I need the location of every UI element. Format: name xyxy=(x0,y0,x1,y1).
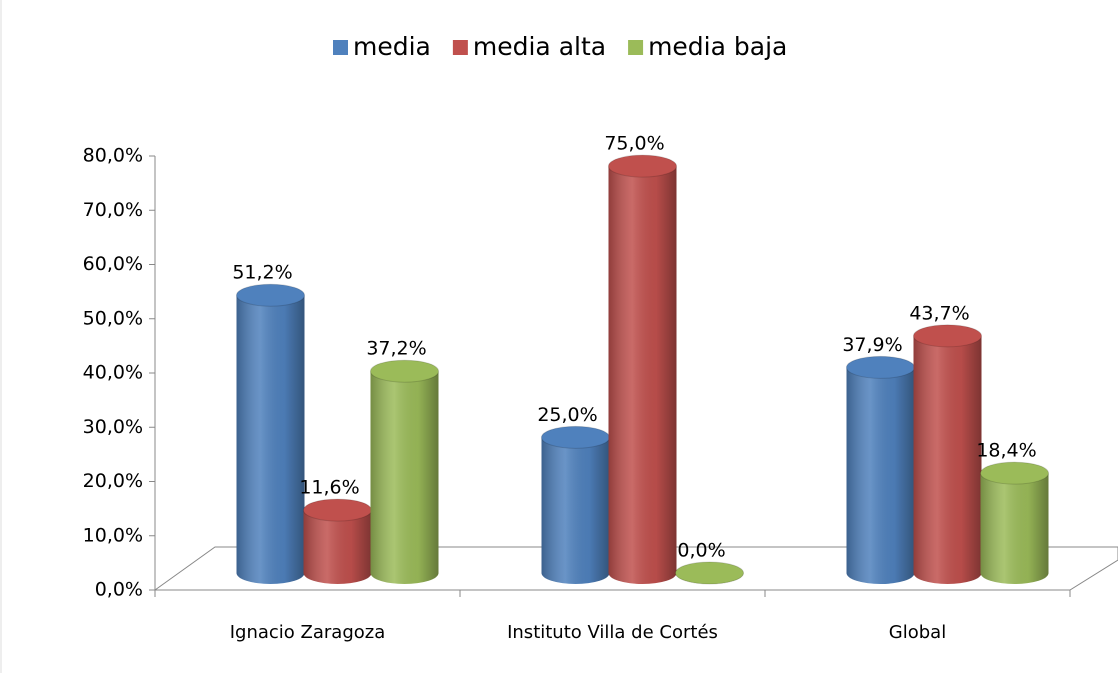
bar-shade xyxy=(370,371,439,584)
legend-swatch xyxy=(628,40,644,55)
bar-shade xyxy=(913,335,982,584)
bar-shade xyxy=(303,510,372,584)
bar-shade xyxy=(846,367,915,584)
x-tick-label: Instituto Villa de Cortés xyxy=(507,622,718,643)
legend-label: media baja xyxy=(648,32,787,61)
y-tick-label: 40,0% xyxy=(83,362,143,384)
bar-top xyxy=(608,154,677,178)
y-tick-label: 60,0% xyxy=(83,253,143,275)
bar-top xyxy=(370,359,439,383)
legend-label: media alta xyxy=(473,32,606,61)
value-label: 0,0% xyxy=(677,540,725,562)
bar-top xyxy=(675,561,744,585)
bar-top xyxy=(236,283,305,307)
value-label: 11,6% xyxy=(299,477,359,499)
y-tick-label: 20,0% xyxy=(83,470,143,492)
y-tick-label: 50,0% xyxy=(83,307,143,329)
bar-top xyxy=(541,425,610,449)
value-label: 37,2% xyxy=(366,338,426,360)
value-label: 43,7% xyxy=(909,302,969,324)
floor xyxy=(153,546,1118,591)
bar-shade xyxy=(980,473,1049,584)
value-label: 37,9% xyxy=(842,334,902,356)
bar-shade xyxy=(608,166,677,584)
legend-label: media xyxy=(353,32,431,61)
y-tick-label: 70,0% xyxy=(83,199,143,221)
value-label: 25,0% xyxy=(537,404,597,426)
x-tick-label: Global xyxy=(889,622,946,643)
y-tick-label: 80,0% xyxy=(83,145,143,167)
value-label: 75,0% xyxy=(604,133,664,155)
value-label: 51,2% xyxy=(232,262,292,284)
bar-top xyxy=(980,461,1049,485)
bar-top xyxy=(913,324,982,348)
bar-shade xyxy=(541,437,610,584)
y-tick-label: 0,0% xyxy=(95,579,143,601)
legend-swatch xyxy=(333,40,348,55)
legend-swatch xyxy=(452,40,468,55)
bar-top xyxy=(846,355,915,379)
bar-shade xyxy=(236,295,305,584)
value-label: 18,4% xyxy=(976,440,1036,462)
x-tick-label: Ignacio Zaragoza xyxy=(230,622,386,643)
y-tick-label: 30,0% xyxy=(83,416,143,438)
bar-top xyxy=(303,498,372,522)
y-tick-label: 10,0% xyxy=(83,524,143,546)
